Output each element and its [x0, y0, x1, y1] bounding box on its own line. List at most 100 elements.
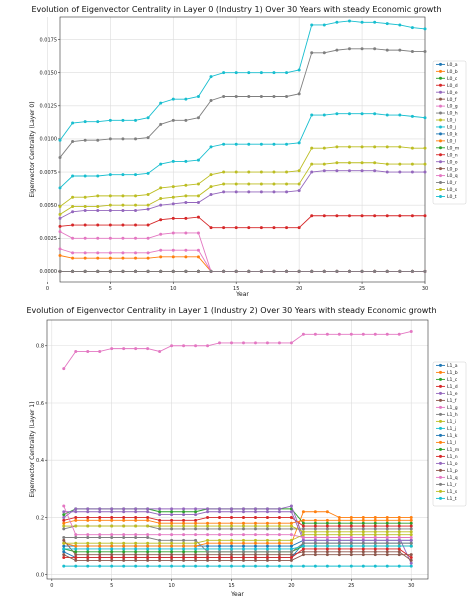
- data-point-L0_t: [360, 112, 364, 116]
- legend-swatch-marker: [439, 167, 442, 171]
- data-point-L1_l: [265, 521, 269, 525]
- data-point-L0_i: [146, 193, 150, 197]
- data-point-L1_q: [289, 533, 293, 537]
- data-point-L0_r: [222, 269, 226, 273]
- data-point-L1_t: [373, 544, 377, 548]
- data-point-L1_s: [62, 541, 66, 545]
- data-point-L1_n: [349, 547, 353, 551]
- data-point-L1_i: [218, 524, 222, 528]
- data-point-L1_g: [265, 341, 269, 345]
- legend-swatch-marker: [439, 433, 442, 437]
- data-point-L1_i: [146, 524, 150, 528]
- data-point-L0_s: [209, 185, 213, 189]
- legend-label: L1_h: [447, 412, 458, 418]
- data-point-L1_p: [385, 553, 389, 557]
- data-point-L0_h: [134, 137, 138, 141]
- data-point-L0_s: [58, 212, 62, 216]
- data-point-L0_r: [322, 269, 326, 273]
- data-point-L1_j: [253, 564, 257, 568]
- data-point-L1_s: [134, 541, 138, 545]
- data-point-L1_g: [230, 341, 234, 345]
- data-point-L0_e: [159, 203, 163, 207]
- data-point-L0_d: [222, 226, 226, 230]
- data-point-L0_s: [410, 162, 414, 166]
- data-point-L1_e: [146, 507, 150, 511]
- data-point-L0_g: [196, 231, 200, 235]
- data-point-L1_r: [277, 550, 281, 554]
- plot-area: [46, 319, 429, 580]
- data-point-L1_h: [206, 527, 210, 531]
- data-point-L1_q: [361, 536, 365, 539]
- legend-label: L1_a: [447, 363, 458, 369]
- data-point-L0_s: [234, 182, 238, 186]
- data-point-L1_h: [218, 527, 222, 531]
- data-point-L0_q: [196, 248, 200, 252]
- data-point-L1_f: [218, 553, 222, 557]
- chart-panel-layer-1: Evolution of Eigenvector Centrality in L…: [0, 300, 475, 599]
- legend-swatch-marker: [439, 391, 442, 395]
- data-point-L1_f: [182, 553, 186, 557]
- legend-entry: L1_e: [436, 391, 458, 397]
- data-point-L1_i: [230, 524, 234, 528]
- legend-swatch-marker: [439, 174, 442, 178]
- data-point-L1_a: [241, 544, 245, 548]
- data-point-L1_a: [289, 544, 293, 548]
- data-point-L0_s: [347, 161, 351, 165]
- data-point-L1_t: [349, 544, 353, 548]
- data-point-L1_e: [134, 507, 138, 511]
- data-point-L0_d: [83, 223, 87, 227]
- series-line-L0_h: [59, 48, 425, 158]
- data-point-L1_t: [361, 544, 365, 548]
- data-point-L0_g: [159, 232, 163, 236]
- data-point-L1_p: [110, 558, 114, 562]
- legend-label: L1_f: [447, 398, 457, 404]
- data-point-L1_s: [289, 538, 293, 542]
- data-point-L0_b: [58, 254, 62, 257]
- legend-label: L1_k: [447, 433, 458, 439]
- data-point-L0_e: [347, 169, 351, 173]
- data-point-L0_d: [171, 216, 175, 220]
- data-point-L1_r: [218, 550, 222, 554]
- legend-entry: L0_o: [436, 159, 458, 165]
- data-point-L1_t: [206, 547, 210, 551]
- data-point-L0_r: [234, 269, 238, 273]
- data-point-L0_h: [310, 51, 314, 55]
- data-point-L1_f: [325, 550, 329, 554]
- series-L0_i: [58, 145, 427, 208]
- data-point-L1_h: [277, 527, 281, 531]
- data-point-L1_e: [230, 507, 234, 511]
- data-point-L1_j: [110, 564, 114, 568]
- data-point-L1_f: [62, 538, 66, 542]
- data-point-L1_g: [349, 332, 353, 336]
- data-point-L1_d: [313, 524, 317, 528]
- data-point-L1_t: [301, 544, 305, 548]
- data-point-L1_o: [182, 513, 186, 517]
- data-point-L1_d: [253, 515, 257, 519]
- data-point-L0_t: [171, 159, 175, 163]
- data-point-L1_r: [98, 536, 102, 539]
- data-point-L0_i: [247, 170, 251, 174]
- data-point-L1_n: [313, 547, 317, 551]
- data-point-L0_s: [335, 161, 339, 165]
- data-point-L1_s: [241, 538, 245, 542]
- data-point-L0_h: [209, 98, 213, 102]
- legend-swatch-marker: [439, 440, 442, 444]
- data-point-L0_s: [297, 182, 301, 186]
- legend-entry: L0_f: [436, 97, 457, 103]
- data-point-L0_h: [108, 137, 112, 141]
- data-point-L1_q: [74, 533, 78, 537]
- data-point-L1_l: [98, 518, 102, 522]
- data-point-L1_r: [110, 536, 114, 539]
- data-point-L1_o: [337, 538, 341, 542]
- series-L1_f: [62, 538, 413, 562]
- series-line-L1_b: [63, 511, 412, 547]
- data-point-L1_l: [122, 518, 126, 522]
- data-point-L0_r: [398, 269, 402, 273]
- series-L0_g: [58, 230, 427, 273]
- data-point-L0_j: [171, 97, 175, 101]
- data-point-L1_g: [397, 332, 401, 336]
- series-line-L0_g: [59, 231, 425, 272]
- legend-swatch-marker: [439, 475, 442, 479]
- data-point-L1_f: [265, 553, 269, 557]
- data-point-L1_q: [277, 533, 281, 537]
